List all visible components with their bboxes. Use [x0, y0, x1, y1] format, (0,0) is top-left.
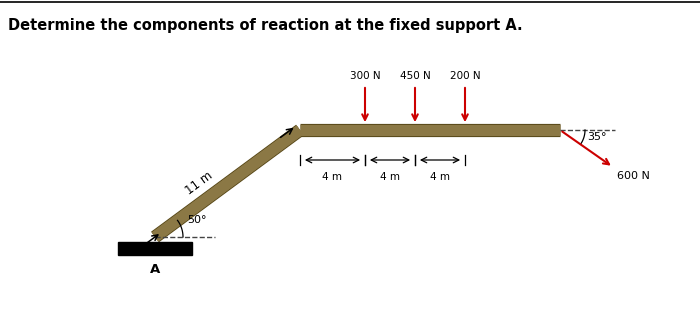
Text: 600 N: 600 N [617, 171, 650, 181]
Text: 50°: 50° [187, 215, 206, 225]
Text: A: A [150, 263, 160, 276]
Text: 300 N: 300 N [350, 71, 380, 81]
Text: 4 m: 4 m [380, 172, 400, 182]
Bar [118, 242, 192, 255]
Text: 35°: 35° [587, 132, 606, 142]
Text: 4 m: 4 m [430, 172, 450, 182]
Text: 200 N: 200 N [449, 71, 480, 81]
Text: 4 m: 4 m [323, 172, 342, 182]
Text: Determine the components of reaction at the fixed support A.: Determine the components of reaction at … [8, 18, 523, 33]
Text: 450 N: 450 N [400, 71, 430, 81]
Text: 11 m: 11 m [183, 169, 216, 198]
